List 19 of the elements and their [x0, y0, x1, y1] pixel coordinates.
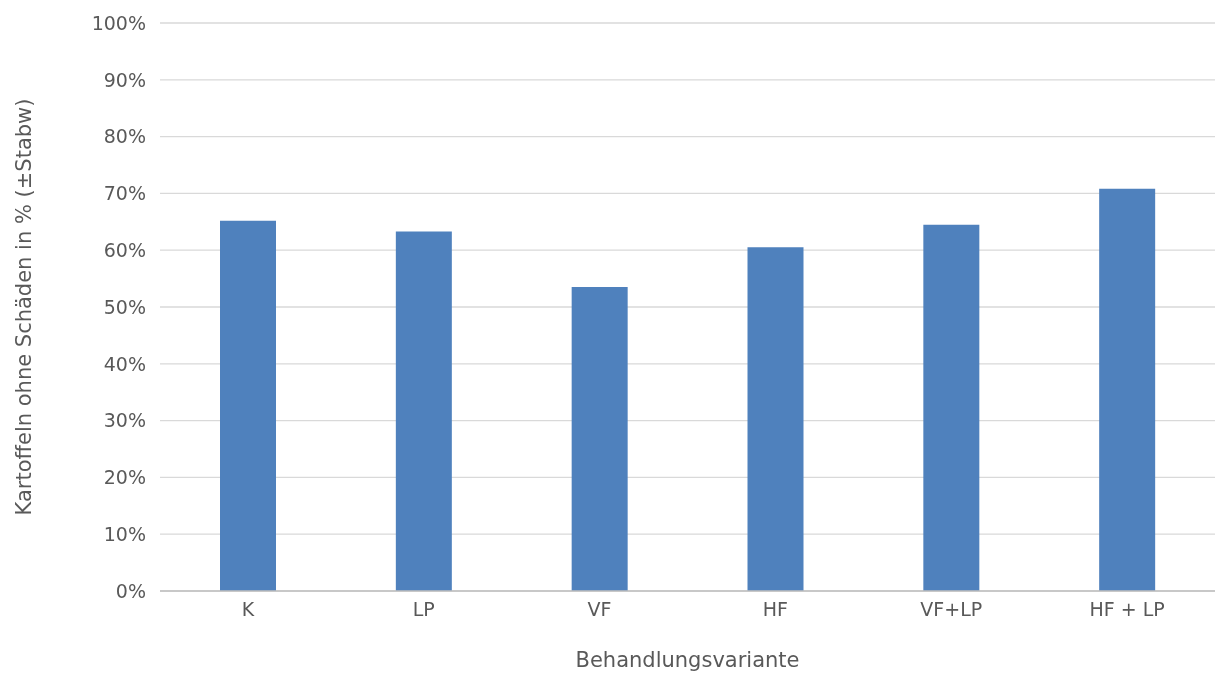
y-tick-label: 20%	[103, 466, 146, 489]
y-tick-label: 10%	[103, 522, 146, 545]
x-axis-title: Behandlungsvariante	[575, 648, 800, 672]
y-tick-label: 50%	[103, 295, 146, 318]
y-tick-label: 0%	[115, 579, 146, 602]
x-tick-label: HF + LP	[1089, 598, 1165, 621]
y-tick-label: 80%	[103, 125, 146, 148]
x-tick-label: LP	[412, 598, 435, 621]
y-axis-title: Kartoffeln ohne Schäden in % (±Stabw)	[12, 98, 37, 516]
x-tick-label: VF	[587, 598, 612, 621]
x-tick-label: HF	[762, 598, 789, 621]
x-tick-label: VF+LP	[920, 598, 983, 621]
y-tick-label: 90%	[103, 68, 146, 91]
y-tick-label: 60%	[103, 238, 146, 261]
y-tick-label: 30%	[103, 409, 146, 432]
y-tick-label: 100%	[91, 11, 146, 34]
x-tick-label: K	[241, 598, 255, 621]
y-tick-label: 70%	[103, 182, 146, 205]
y-tick-label: 40%	[103, 352, 146, 375]
